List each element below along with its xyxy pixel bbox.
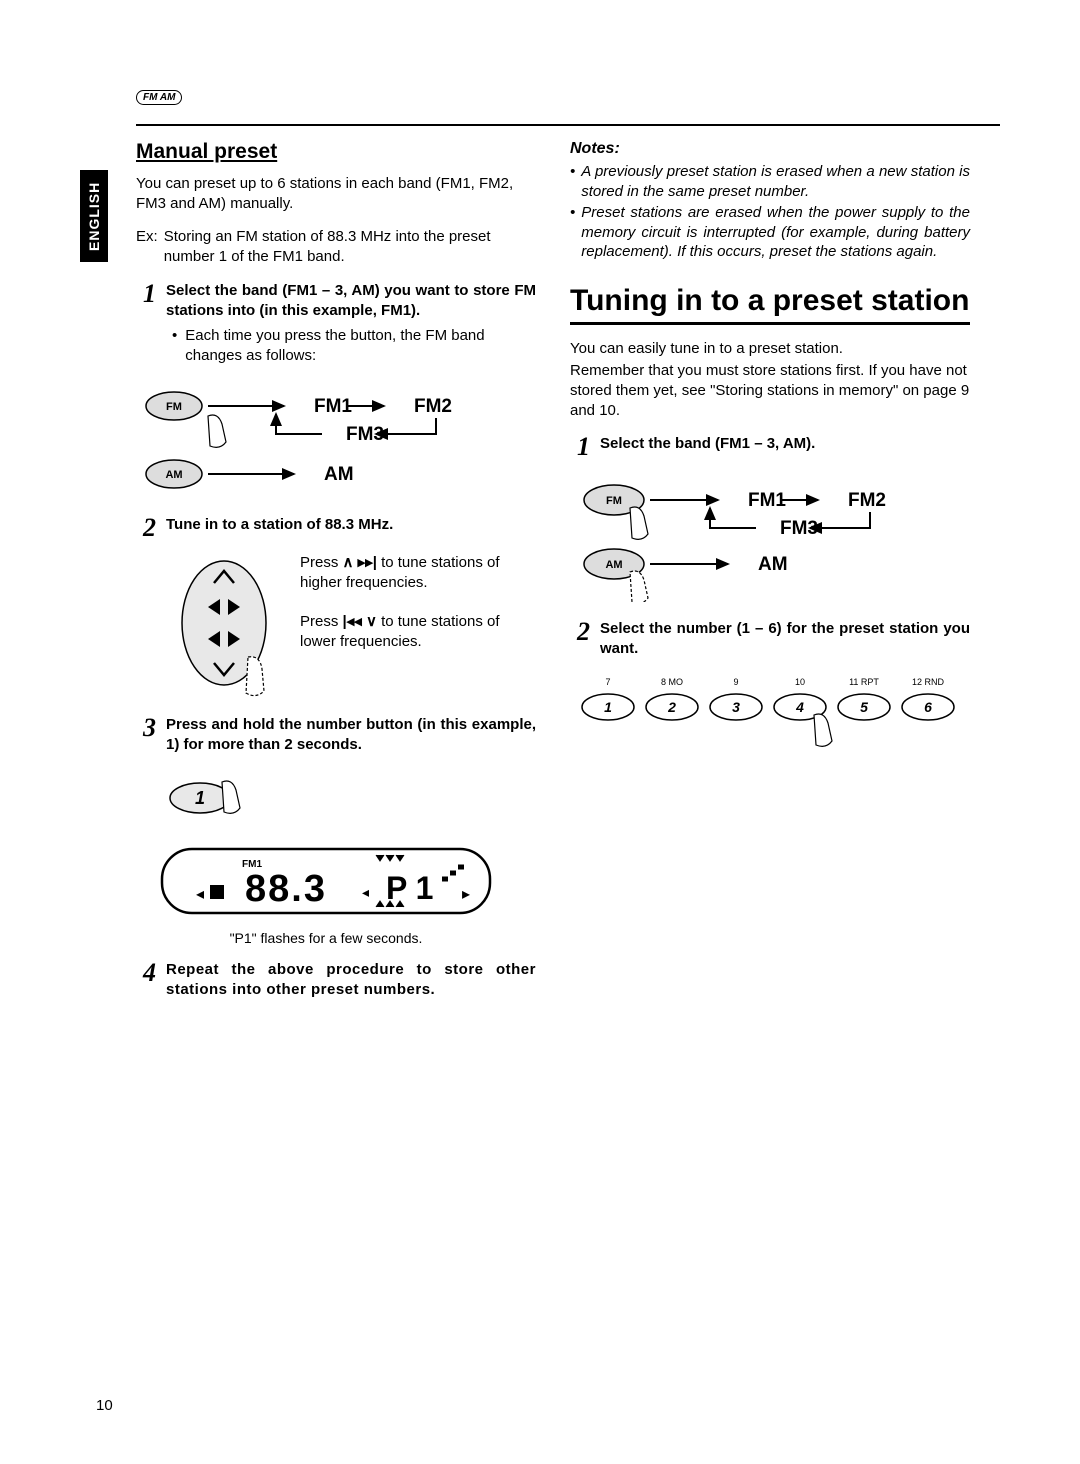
step4-text: Repeat the above procedure to store othe… (166, 960, 536, 1001)
tune-high-text: Press ∧ ▸▸| to tune stations of higher f… (300, 553, 536, 594)
r-band-cycle-diagram: FM AM FM1 FM2 FM3 AM (570, 472, 970, 607)
step2-text: Tune in to a station of 88.3 MHz. (166, 515, 536, 535)
step-num-1: 1 (136, 281, 156, 366)
example-text: Ex: Storing an FM station of 88.3 MHz in… (136, 227, 536, 268)
step-4: 4 Repeat the above procedure to store ot… (136, 960, 536, 1001)
page-number: 10 (96, 1397, 113, 1414)
step-3: 3 Press and hold the number button (in t… (136, 715, 536, 756)
step-num-3: 3 (136, 715, 156, 756)
step-num-2: 2 (136, 515, 156, 541)
svg-text:9: 9 (733, 677, 738, 687)
tune-low-text: Press |◂◂ ∨ to tune stations of lower fr… (300, 612, 536, 653)
tuning-intro1: You can easily tune in to a preset stati… (570, 339, 970, 359)
r-step-num-1: 1 (570, 434, 590, 460)
step1-bullet: • Each time you press the button, the FM… (166, 326, 536, 367)
r-step1-text: Select the band (FM1 – 3, AM). (600, 434, 970, 454)
ex-label: Ex: (136, 227, 158, 268)
svg-text:◂: ◂ (362, 884, 369, 900)
note-2: •Preset stations are erased when the pow… (570, 203, 970, 262)
svg-text:4: 4 (795, 699, 804, 715)
left-column: Manual preset You can preset up to 6 sta… (136, 140, 536, 1008)
svg-text:6: 6 (924, 699, 932, 715)
lcd-caption: "P1" flashes for a few seconds. (156, 930, 496, 946)
svg-text:AM: AM (605, 559, 622, 571)
notes-heading: Notes: (570, 140, 970, 158)
lcd-display-figure: FM1 ◂ 88.3 P 1 ◂ ▸ "P1" flashes for a fe… (136, 843, 536, 946)
header-rule: FM AM (136, 90, 1000, 126)
svg-text:1: 1 (195, 788, 205, 808)
step-1: 1 Select the band (FM1 – 3, AM) you want… (136, 281, 536, 366)
bullet-dot: • (172, 326, 177, 367)
band-cycle-diagram: FM AM FM1 FM2 FM3 AM (136, 378, 536, 503)
svg-text:FM2: FM2 (848, 490, 886, 511)
svg-text:10: 10 (795, 677, 805, 687)
intro-text: You can preset up to 6 stations in each … (136, 174, 536, 215)
preset-buttons-figure: 7 8 MO 9 10 11 RPT 12 RND 1 (570, 671, 970, 756)
tune-figure: Press ∧ ▸▸| to tune stations of higher f… (136, 553, 536, 703)
step-num-4: 4 (136, 960, 156, 1001)
svg-text:FM: FM (606, 495, 622, 507)
fm2-label: FM2 (414, 396, 452, 417)
step-2: 2 Tune in to a station of 88.3 MHz. (136, 515, 536, 541)
svg-text:12 RND: 12 RND (912, 677, 945, 687)
r-step-1: 1 Select the band (FM1 – 3, AM). (570, 434, 970, 460)
tune-button-icon (176, 553, 286, 703)
preset-button-figure: 1 (136, 768, 536, 831)
step1-bullet-text: Each time you press the button, the FM b… (185, 326, 536, 367)
fm-am-badge: FM AM (136, 90, 182, 105)
am-out-label: AM (324, 464, 354, 485)
tuning-intro2: Remember that you must store stations fi… (570, 361, 970, 422)
svg-text:11 RPT: 11 RPT (849, 677, 879, 687)
r-step-2: 2 Select the number (1 – 6) for the pres… (570, 619, 970, 660)
lcd-freq: 88.3 (245, 868, 327, 910)
step1-text: Select the band (FM1 – 3, AM) you want t… (166, 281, 536, 322)
svg-text:7: 7 (605, 677, 610, 687)
language-tab: ENGLISH (80, 170, 108, 262)
note-1: •A previously preset station is erased w… (570, 162, 970, 201)
section-title-tuning: Tuning in to a preset station (570, 284, 970, 325)
svg-text:5: 5 (860, 699, 868, 715)
fm-button-label: FM (166, 401, 182, 413)
svg-text:8 MO: 8 MO (661, 677, 683, 687)
am-button-label: AM (165, 469, 182, 481)
svg-text:3: 3 (732, 699, 740, 715)
svg-text:▸: ▸ (462, 886, 470, 903)
svg-text:1: 1 (604, 699, 612, 715)
lcd-preset: P 1 (386, 870, 433, 906)
ex-body: Storing an FM station of 88.3 MHz into t… (164, 227, 536, 268)
svg-text:2: 2 (667, 699, 676, 715)
svg-text:AM: AM (758, 554, 788, 575)
r-step-num-2: 2 (570, 619, 590, 660)
r-step2-text: Select the number (1 – 6) for the preset… (600, 619, 970, 660)
section-title-manual-preset: Manual preset (136, 140, 536, 164)
step3-text: Press and hold the number button (in thi… (166, 715, 536, 756)
svg-text:◂: ◂ (196, 886, 204, 903)
right-column: Notes: •A previously preset station is e… (570, 140, 970, 1008)
